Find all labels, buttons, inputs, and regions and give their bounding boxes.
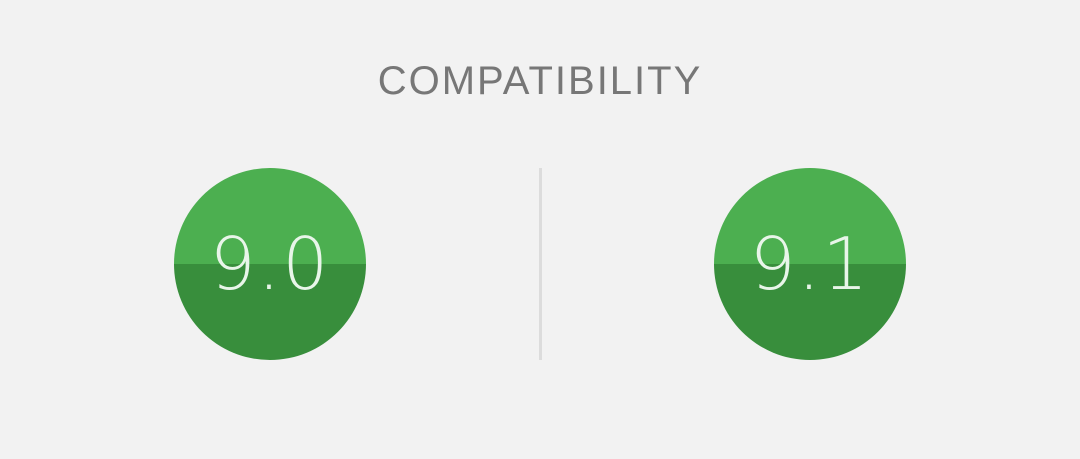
score-value-left: 9.0 [209,222,331,306]
score-value-right: 9.1 [749,222,871,306]
badge-top-half [714,168,906,264]
badge-top-half [174,168,366,264]
section-title: COMPATIBILITY [377,59,703,103]
badge-bottom-half [714,264,906,360]
compatibility-score-badge-right: 9.1 [714,168,906,360]
vertical-divider [539,168,542,360]
badge-bottom-half [174,264,366,360]
compatibility-score-badge-left: 9.0 [174,168,366,360]
